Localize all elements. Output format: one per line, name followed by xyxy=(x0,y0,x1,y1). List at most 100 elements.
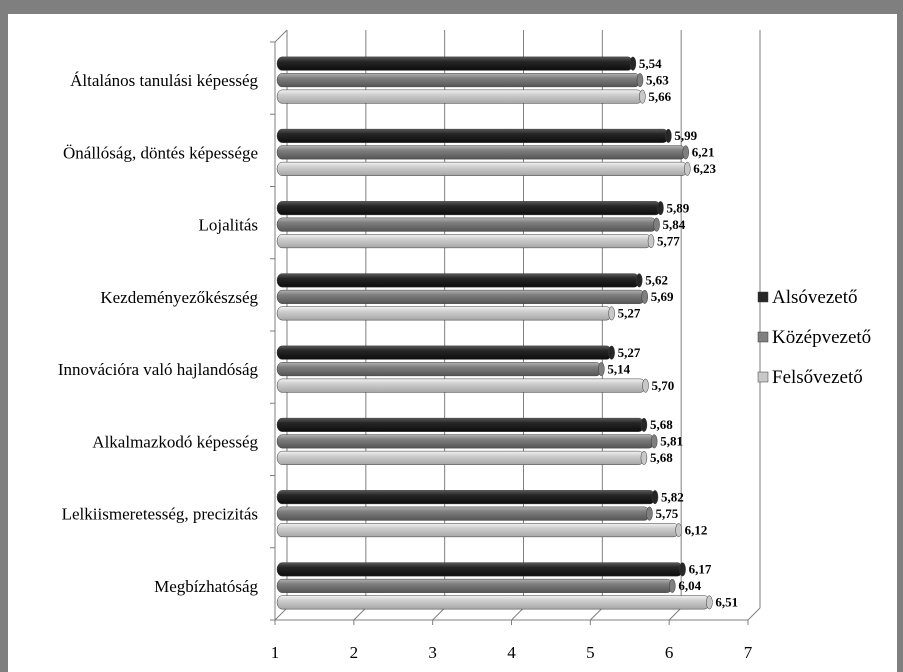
data-label: 5,82 xyxy=(661,489,684,504)
data-label: 6,17 xyxy=(689,562,712,577)
data-label: 5,27 xyxy=(618,345,641,360)
bar-cap xyxy=(641,289,648,304)
category-label: Innovációra való hajlandóság xyxy=(58,360,259,379)
x-tick-label: 4 xyxy=(507,643,516,662)
data-label: 5,69 xyxy=(651,289,674,304)
data-label: 5,63 xyxy=(646,72,669,87)
category-label: Lojalitás xyxy=(199,216,258,235)
legend-label: Középvezető xyxy=(772,327,871,348)
category-label: Alkalmazkodó képesség xyxy=(92,432,258,451)
bar xyxy=(276,306,612,321)
data-label: 5,66 xyxy=(648,89,671,104)
bar xyxy=(276,89,643,104)
axis-depth-line xyxy=(274,29,288,43)
bar-cap xyxy=(675,523,682,538)
data-label: 5,70 xyxy=(652,378,675,393)
data-label: 5,81 xyxy=(660,434,683,449)
bar-cap xyxy=(635,273,643,288)
legend-label: Felsővezető xyxy=(772,367,863,388)
category-label: Önállóság, döntés képessége xyxy=(63,143,258,162)
legend-label: Alsóvezető xyxy=(772,287,857,308)
data-label: 5,14 xyxy=(607,361,630,376)
bar-cap xyxy=(598,362,605,377)
x-tick-label: 2 xyxy=(350,643,359,662)
bar xyxy=(276,595,710,610)
x-tick-label: 3 xyxy=(428,643,437,662)
legend-swatch xyxy=(757,371,769,383)
category-label: Kezdeményezőkészség xyxy=(100,288,258,307)
bar xyxy=(276,128,669,143)
bar-cap xyxy=(646,506,653,521)
bar xyxy=(276,201,661,216)
bar xyxy=(276,434,655,449)
data-label: 5,77 xyxy=(657,233,680,248)
floor-gridline xyxy=(589,607,603,621)
bar-cap xyxy=(640,417,648,432)
data-label: 5,27 xyxy=(618,306,641,321)
category-labels: Általános tanulási képesség Önállóság, dö… xyxy=(58,71,259,596)
data-label: 5,62 xyxy=(645,273,668,288)
bar-cap xyxy=(653,217,660,232)
legend: Alsóvezető Középvezető Felsővezető xyxy=(757,287,871,388)
bar xyxy=(276,56,634,71)
data-label: 5,75 xyxy=(655,506,678,521)
data-label: 6,51 xyxy=(715,595,738,610)
x-tick-label: 7 xyxy=(744,643,753,662)
data-label: 6,04 xyxy=(678,578,701,593)
bar xyxy=(276,523,679,538)
x-tick-label: 6 xyxy=(665,643,674,662)
data-label: 6,23 xyxy=(693,161,716,176)
category-label: Általános tanulási képesség xyxy=(70,71,258,90)
bar xyxy=(276,145,686,160)
bar-cap xyxy=(608,345,615,360)
floor-gridline xyxy=(353,607,367,621)
bar xyxy=(276,234,652,249)
bar-cap xyxy=(642,378,649,393)
bar-cap xyxy=(647,234,655,249)
bar xyxy=(276,417,645,432)
bar-cap xyxy=(706,595,713,610)
bar xyxy=(276,506,650,521)
bar xyxy=(276,450,645,465)
bar-cap xyxy=(639,89,646,104)
data-label: 5,84 xyxy=(663,217,686,232)
bar-cap xyxy=(679,562,686,577)
bar xyxy=(276,345,612,360)
bar xyxy=(276,217,657,232)
data-label: 5,89 xyxy=(666,200,689,215)
data-label: 5,54 xyxy=(639,56,662,71)
data-label: 5,68 xyxy=(650,417,673,432)
legend-swatch xyxy=(757,331,769,343)
data-label: 5,99 xyxy=(674,128,697,143)
bar xyxy=(276,378,646,393)
bar xyxy=(276,73,641,88)
data-label: 5,68 xyxy=(650,450,673,465)
category-label: Megbízhatóság xyxy=(154,577,258,596)
bar xyxy=(276,562,683,577)
data-label: 6,21 xyxy=(692,145,715,160)
floor-gridline xyxy=(432,607,446,621)
bar-cap xyxy=(608,306,615,321)
floor-gridline xyxy=(274,607,288,621)
bar-cap xyxy=(657,201,664,216)
bar-cap xyxy=(651,490,659,505)
floor-gridline xyxy=(668,607,682,621)
x-tick-labels: 1 2 3 4 5 6 7 xyxy=(271,620,753,662)
bar xyxy=(276,161,688,176)
category-label: Lelkiismeretesség, precizitás xyxy=(62,505,258,524)
legend-swatch xyxy=(757,291,769,303)
bar xyxy=(276,490,656,505)
bar-cap xyxy=(650,434,658,449)
bar xyxy=(276,578,673,593)
bar xyxy=(276,273,640,288)
bar-cap xyxy=(669,578,676,593)
bar-cap xyxy=(640,450,648,465)
bars xyxy=(276,56,713,610)
bar xyxy=(276,362,602,377)
bar-cap xyxy=(636,73,644,88)
floor-gridline xyxy=(747,607,761,621)
bar-cap xyxy=(629,56,637,71)
x-tick-label: 1 xyxy=(271,643,280,662)
